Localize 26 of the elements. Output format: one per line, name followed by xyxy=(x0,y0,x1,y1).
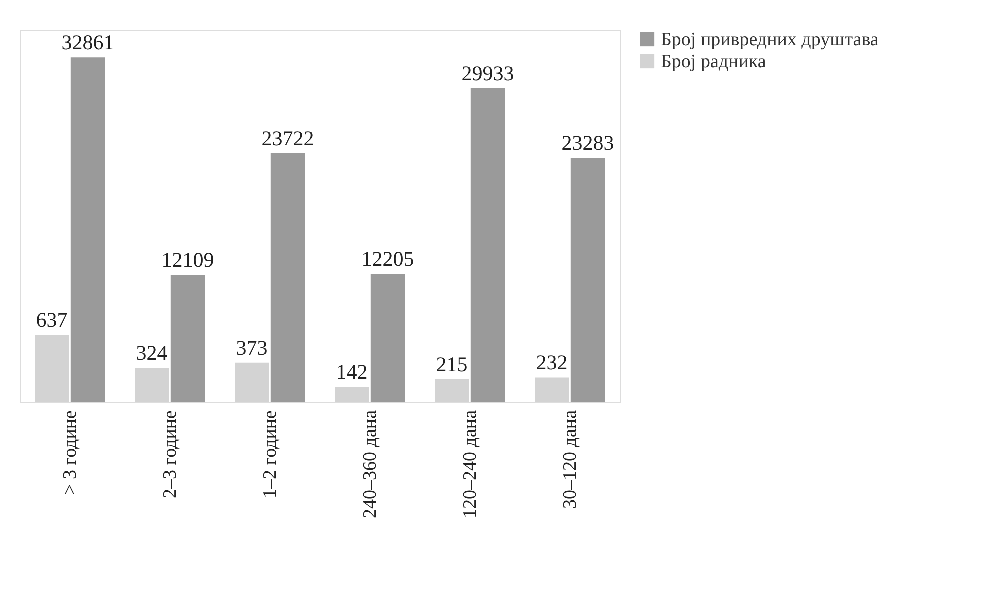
x-tick-label: 30–120 дана xyxy=(560,410,581,509)
data-label: 232 xyxy=(536,350,568,375)
x-tick-label: > 3 године xyxy=(60,410,81,495)
bar xyxy=(470,88,505,402)
bar xyxy=(70,58,105,402)
data-label: 324 xyxy=(136,341,168,366)
legend-label: Број радника xyxy=(661,52,767,72)
bar xyxy=(270,153,305,402)
data-label: 373 xyxy=(236,336,268,360)
x-tick-label: 240–360 дана xyxy=(360,410,381,518)
data-label: 32861 xyxy=(62,30,114,55)
bar xyxy=(370,274,405,402)
data-label: 142 xyxy=(336,360,368,384)
data-label: 23722 xyxy=(262,126,314,150)
bar xyxy=(570,158,605,402)
data-label: 23283 xyxy=(562,131,614,156)
legend-label: Број привредних друштава xyxy=(661,30,880,50)
data-label: 215 xyxy=(436,352,468,376)
bar xyxy=(170,275,205,402)
data-label: 29933 xyxy=(462,61,514,86)
x-tick-label: 120–240 дана xyxy=(460,410,481,518)
x-tick-label: 1–2 године xyxy=(260,410,281,498)
data-label: 637 xyxy=(36,308,68,332)
data-label: 12205 xyxy=(362,247,414,272)
data-label: 12109 xyxy=(162,248,214,272)
x-tick-label: 2–3 године xyxy=(160,410,181,498)
